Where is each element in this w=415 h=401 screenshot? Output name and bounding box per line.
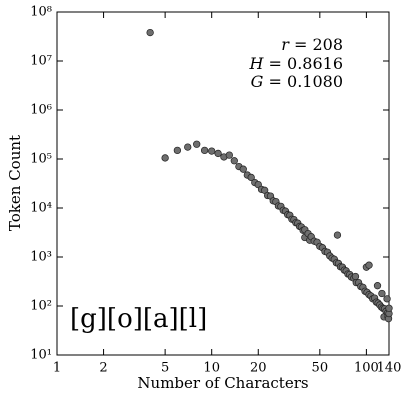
y-tick-label: 10⁷ — [30, 54, 52, 69]
y-tick-label: 10⁵ — [30, 152, 52, 167]
point — [373, 282, 382, 290]
annotation: r = 208 — [281, 35, 343, 54]
point — [385, 304, 393, 312]
annotation-symbol: G — [251, 72, 264, 91]
annotation: H = 0.8616 — [248, 54, 343, 73]
x-axis-label: Number of Characters — [137, 374, 308, 392]
annotation-text: = 208 — [294, 35, 343, 54]
point — [383, 295, 391, 303]
point — [161, 154, 169, 162]
point — [230, 157, 238, 165]
point — [378, 289, 386, 298]
annotation: G = 0.1080 — [251, 72, 343, 91]
point — [173, 146, 182, 155]
point — [351, 272, 360, 281]
x-tick-label: 10 — [203, 361, 220, 376]
point — [333, 231, 342, 239]
pattern-label: [g][o][a][l] — [70, 304, 207, 334]
point — [193, 140, 201, 148]
point — [365, 261, 373, 269]
annotation-symbol: H — [248, 54, 264, 73]
annotation-text: = 0.8616 — [269, 54, 343, 73]
point — [184, 143, 192, 151]
x-tick-label: 50 — [312, 361, 329, 376]
x-tick-label: 20 — [250, 361, 267, 376]
x-tick-label: 2 — [99, 361, 107, 376]
x-tick-label: 5 — [161, 361, 169, 376]
point — [214, 149, 222, 158]
y-tick-label: 10⁴ — [30, 201, 52, 216]
x-tick-label: 140 — [377, 361, 402, 376]
y-tick-label: 10² — [30, 299, 52, 314]
x-tick-label: 1 — [53, 361, 61, 376]
x-tick-label: 100 — [354, 361, 379, 376]
y-axis-label: Token Count — [6, 135, 24, 231]
point — [247, 173, 255, 182]
point — [208, 147, 216, 155]
point — [239, 165, 247, 173]
point — [200, 146, 209, 155]
annotation-text: = 0.1080 — [269, 72, 343, 91]
y-tick-label: 10⁸ — [30, 5, 52, 20]
y-tick-label: 10⁶ — [30, 103, 52, 118]
point — [225, 151, 233, 159]
y-tick-label: 10¹ — [30, 348, 52, 363]
y-tick-label: 10³ — [30, 250, 52, 265]
plot-frame — [56, 11, 390, 356]
point — [146, 28, 154, 37]
annotation-symbol: r — [281, 35, 290, 54]
